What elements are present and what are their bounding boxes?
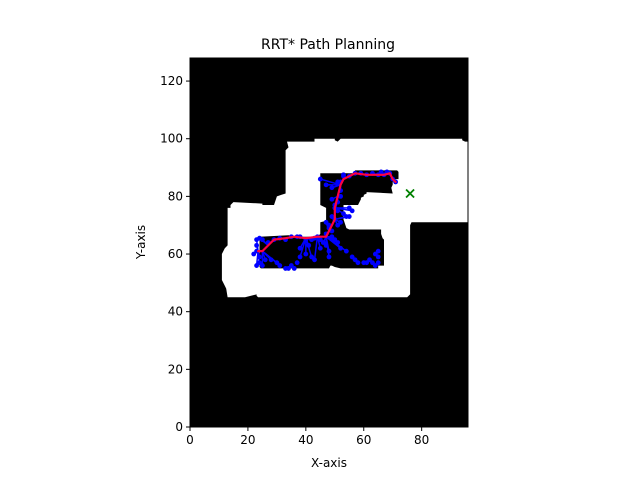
tree-node <box>251 251 257 257</box>
tree-node <box>294 260 300 266</box>
y-tick-label: 0 <box>175 420 183 434</box>
tree-node <box>326 248 332 254</box>
tree-node <box>306 242 312 248</box>
y-tick-label: 100 <box>160 132 183 146</box>
tree-node <box>291 266 297 271</box>
tree-node <box>343 214 349 219</box>
x-tick-label: 20 <box>240 433 255 447</box>
tree-node <box>335 240 341 245</box>
tree-node <box>317 237 323 243</box>
tree-node <box>262 257 268 263</box>
tree-node <box>317 176 323 182</box>
x-axis-label: X-axis <box>311 456 347 470</box>
y-tick-label: 120 <box>160 74 183 88</box>
x-axis-ticks: 0 20 40 60 80 <box>186 427 429 447</box>
y-tick-label: 60 <box>168 247 183 261</box>
y-axis-label: Y-axis <box>134 225 148 260</box>
tree-node <box>355 260 361 266</box>
tree-node <box>268 257 274 263</box>
tree-node <box>297 254 303 260</box>
goal-marker-layer <box>405 188 415 199</box>
tree-node <box>259 263 265 268</box>
x-tick-label: 80 <box>414 433 429 447</box>
tree-node <box>254 242 260 248</box>
x-tick-label: 60 <box>356 433 371 447</box>
tree-edge <box>255 251 259 266</box>
tree-node <box>338 193 343 199</box>
tree-node <box>303 251 309 257</box>
plot-frame <box>189 57 469 428</box>
tree-node <box>346 205 352 211</box>
tree-node <box>326 254 332 260</box>
x-tick-label: 40 <box>298 433 313 447</box>
tree-node <box>323 182 329 188</box>
planned-path-layer <box>257 172 397 253</box>
inner-obstacle-region <box>259 170 399 269</box>
tree-node <box>254 263 260 268</box>
tree-node <box>372 251 378 257</box>
y-tick-label: 20 <box>168 362 183 376</box>
tree-node <box>312 257 317 263</box>
tree-node <box>329 196 335 202</box>
goal-marker <box>405 188 415 199</box>
tree-node <box>338 219 343 225</box>
tree-node <box>378 169 384 175</box>
tree-node <box>341 172 346 178</box>
tree-node <box>375 260 381 266</box>
tree-node <box>329 185 335 191</box>
tree-node <box>257 254 262 260</box>
tree-node <box>338 245 343 251</box>
tree-node <box>297 245 303 251</box>
y-tick-label: 80 <box>168 189 183 203</box>
tree-node <box>343 248 349 254</box>
chart-title: RRT* Path Planning <box>261 37 395 53</box>
tree-edge <box>313 236 319 260</box>
planned-path-line <box>257 172 397 253</box>
tree-node <box>277 263 283 268</box>
tree-node <box>254 237 260 243</box>
y-axis-ticks: 0 20 40 60 80 100 120 <box>160 74 190 434</box>
y-tick-label: 40 <box>168 305 183 319</box>
tree-node <box>317 245 323 251</box>
x-tick-label: 0 <box>186 433 194 447</box>
